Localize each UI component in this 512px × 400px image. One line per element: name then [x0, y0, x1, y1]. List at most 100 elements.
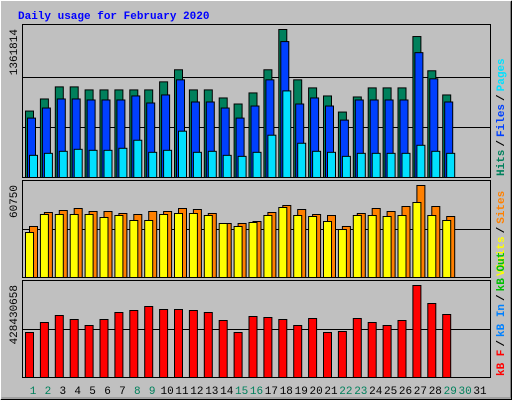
bar — [248, 316, 258, 378]
bar — [308, 318, 318, 378]
bar — [218, 319, 228, 378]
bar — [129, 310, 139, 378]
bar — [267, 134, 277, 178]
bar — [207, 150, 217, 179]
x-tick-label: 15 — [235, 386, 248, 398]
bar — [29, 154, 38, 178]
bar — [352, 215, 362, 279]
bar — [118, 147, 128, 178]
bar — [356, 152, 366, 179]
legend-separator: / — [496, 340, 508, 347]
legend-label: Pages — [496, 58, 508, 91]
x-tick-label: 28 — [429, 386, 442, 398]
x-tick-label: 17 — [265, 386, 278, 398]
x-tick-label: 10 — [160, 386, 173, 398]
bar — [178, 130, 187, 178]
bar — [427, 303, 437, 378]
bar — [371, 152, 381, 179]
bar — [188, 310, 198, 378]
bar — [114, 215, 124, 279]
legend-separator: / — [496, 294, 508, 301]
bar — [69, 214, 79, 278]
bar — [293, 215, 303, 279]
bar — [39, 214, 49, 278]
bar — [382, 325, 392, 378]
bar — [25, 232, 34, 278]
bar — [327, 151, 336, 179]
x-tick-label: 23 — [354, 386, 367, 398]
bar — [233, 332, 243, 378]
bar — [442, 219, 452, 279]
x-tick-label: 25 — [384, 386, 397, 398]
legend-label: kB In — [496, 304, 508, 337]
bar — [323, 220, 332, 278]
bar — [148, 151, 158, 179]
bar — [412, 285, 422, 378]
bar — [233, 225, 243, 279]
legend-label: Files — [496, 104, 508, 137]
bar — [278, 207, 288, 278]
x-tick-label: 7 — [119, 386, 126, 398]
chart-title: Daily usage for February 2020 — [18, 11, 209, 23]
bar — [84, 325, 94, 378]
x-tick-label: 20 — [309, 386, 322, 398]
bar — [297, 142, 307, 178]
bar — [352, 318, 362, 378]
bar — [263, 317, 273, 378]
x-tick-label: 16 — [250, 386, 263, 398]
bar — [192, 151, 202, 179]
bar — [188, 213, 198, 278]
bar — [323, 332, 332, 378]
y-max-label: 60750 — [9, 185, 21, 218]
bar — [54, 214, 64, 278]
x-tick-label: 2 — [45, 386, 52, 398]
x-tick-label: 4 — [74, 386, 81, 398]
bar — [237, 155, 247, 178]
bar — [203, 215, 213, 279]
bar — [382, 215, 392, 278]
x-tick-label: 12 — [190, 386, 203, 398]
x-tick-label: 22 — [339, 386, 352, 398]
bar — [337, 331, 347, 378]
bar — [218, 222, 228, 279]
y-max-label: 1361814 — [9, 29, 21, 76]
bar — [397, 215, 407, 279]
x-tick-label: 26 — [399, 386, 412, 398]
legend-label: Sites — [496, 191, 508, 224]
x-tick-label: 31 — [473, 386, 487, 398]
legend-separator: / — [496, 140, 508, 147]
bar — [159, 309, 169, 378]
x-tick-label: 1 — [30, 386, 37, 398]
x-tick-label: 19 — [295, 386, 308, 398]
bar — [278, 318, 288, 378]
bar — [144, 305, 154, 378]
legend-label: kB Out — [496, 252, 508, 292]
x-tick-label: 13 — [205, 386, 218, 398]
bar — [69, 318, 79, 378]
bar — [386, 152, 396, 179]
bar — [416, 144, 426, 179]
bar — [431, 150, 441, 179]
bar — [103, 149, 113, 178]
x-tick-label: 9 — [149, 386, 156, 398]
bar — [446, 152, 456, 179]
bar — [293, 325, 303, 378]
bar — [367, 215, 377, 279]
legend-separator: / — [496, 226, 508, 233]
y-max-label: 428430658 — [9, 285, 21, 344]
legend-label: kB F — [496, 350, 508, 376]
bar — [99, 216, 109, 279]
x-tick-label: 18 — [280, 386, 293, 398]
bar — [25, 332, 34, 378]
legend-label: Visits — [496, 236, 508, 276]
bar — [282, 90, 292, 178]
bar — [159, 214, 169, 278]
bar — [401, 152, 411, 179]
bar — [39, 322, 49, 378]
bar — [248, 221, 258, 278]
bar — [397, 319, 407, 378]
x-tick-label: 24 — [369, 386, 383, 398]
bar — [163, 149, 173, 178]
